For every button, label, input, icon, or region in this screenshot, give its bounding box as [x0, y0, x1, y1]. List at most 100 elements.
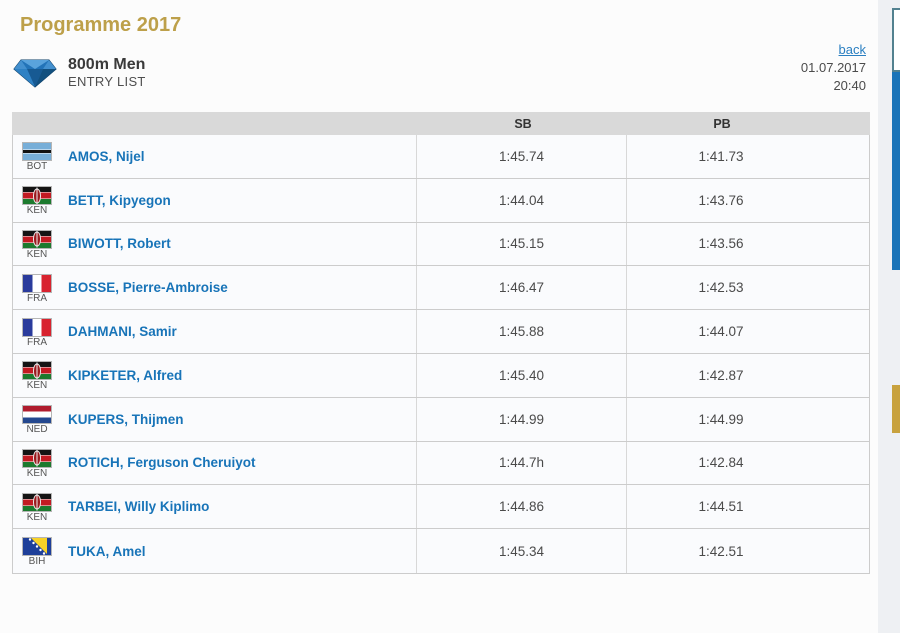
table-row: FRA DAHMANI, Samir 1:45.88 1:44.07 — [13, 310, 869, 354]
diamond-league-diamond-icon — [12, 57, 58, 89]
athlete-name-link[interactable]: KIPKETER, Alfred — [68, 367, 183, 383]
country-code: KEN — [26, 205, 48, 217]
athlete-name-link[interactable]: BIWOTT, Robert — [68, 236, 171, 252]
event-name: 800m Men — [68, 56, 146, 73]
kenya-shield-emblem — [33, 493, 41, 511]
athlete-name-link[interactable]: DAHMANI, Samir — [68, 324, 177, 340]
country-flag-icon — [22, 405, 52, 425]
flag-box: BIH — [21, 537, 53, 568]
table-row: BIH TUKA, Amel 1:45.34 1:42.51 — [13, 529, 869, 573]
pb-value: 1:44.99 — [698, 411, 744, 427]
side-peek-blue-bar — [892, 72, 900, 270]
pb-value: 1:44.51 — [698, 499, 744, 515]
country-code: KEN — [26, 511, 48, 523]
athlete-cell: FRA DAHMANI, Samir — [13, 310, 417, 353]
country-flag-icon — [22, 229, 52, 249]
kenya-shield-emblem — [33, 187, 41, 205]
country-code: KEN — [26, 248, 48, 260]
pb-value: 1:43.76 — [698, 192, 744, 208]
pb-value: 1:44.07 — [698, 324, 744, 340]
back-link[interactable]: back — [838, 42, 866, 57]
country-flag-icon — [22, 317, 52, 337]
column-header-pb: PB — [713, 116, 731, 131]
sb-value: 1:45.40 — [417, 353, 627, 397]
athlete-cell: KEN TARBEI, Willy Kiplimo — [13, 485, 417, 529]
athlete-cell: KEN BIWOTT, Robert — [13, 222, 417, 266]
country-flag-icon — [22, 273, 52, 293]
country-flag-icon — [22, 142, 52, 162]
pb-value: 1:41.73 — [698, 148, 744, 164]
kenya-shield-emblem — [33, 362, 41, 380]
sb-value: 1:45.34 — [417, 529, 627, 573]
pb-value: 1:43.56 — [698, 236, 744, 252]
entry-table-body: BOT AMOS, Nijel 1:45.74 1:41.73 KEN BETT… — [12, 135, 870, 574]
athlete-name-link[interactable]: ROTICH, Ferguson Cheruiyot — [68, 455, 256, 471]
table-row: KEN KIPKETER, Alfred 1:45.40 1:42.87 — [13, 353, 869, 398]
event-time: 20:40 — [833, 78, 866, 93]
sb-value: 1:44.86 — [417, 485, 627, 529]
country-code: FRA — [27, 336, 47, 348]
pb-value: 1:42.84 — [698, 455, 744, 471]
flag-box: KEN — [21, 361, 53, 392]
sb-value: 1:45.88 — [417, 310, 627, 353]
athlete-cell: FRA BOSSE, Pierre-Ambroise — [13, 266, 417, 310]
athlete-cell: BOT AMOS, Nijel — [13, 135, 417, 178]
flag-box: KEN — [21, 229, 53, 261]
country-code: BOT — [26, 161, 48, 173]
table-row: KEN BIWOTT, Robert 1:45.15 1:43.56 — [13, 222, 869, 267]
sb-value: 1:44.7h — [417, 441, 627, 485]
entry-list-table: SB PB BOT AMOS, Nijel 1:45.74 1:41.73 KE… — [12, 112, 870, 574]
event-date: 01.07.2017 — [800, 60, 866, 75]
parent-page-edge-strip — [878, 0, 900, 633]
sb-value: 1:45.15 — [417, 222, 627, 266]
flag-box: KEN — [21, 186, 53, 217]
meta-block: back 01.07.2017 20:40 — [801, 41, 866, 95]
country-code: FRA — [27, 292, 47, 304]
sb-value: 1:44.99 — [417, 397, 627, 441]
event-subtitle: ENTRY LIST — [68, 74, 146, 89]
athlete-cell: NED KUPERS, Thijmen — [13, 397, 417, 441]
kenya-shield-emblem — [33, 230, 41, 248]
side-peek-gold-bar — [892, 385, 900, 433]
country-flag-icon — [22, 537, 52, 557]
table-row: BOT AMOS, Nijel 1:45.74 1:41.73 — [13, 135, 869, 179]
athlete-name-link[interactable]: TARBEI, Willy Kiplimo — [68, 499, 210, 515]
flag-box: FRA — [21, 273, 53, 305]
athlete-cell: KEN ROTICH, Ferguson Cheruiyot — [13, 441, 417, 485]
country-flag-icon — [22, 361, 52, 381]
sb-value: 1:45.74 — [417, 135, 627, 178]
athlete-name-link[interactable]: KUPERS, Thijmen — [68, 411, 184, 427]
country-code: KEN — [26, 380, 48, 392]
sb-value: 1:46.47 — [417, 266, 627, 310]
country-flag-icon — [22, 186, 52, 206]
table-row: KEN ROTICH, Ferguson Cheruiyot 1:44.7h 1… — [13, 441, 869, 486]
country-flag-icon — [22, 492, 52, 512]
flag-box: KEN — [21, 448, 53, 480]
page-title: Programme 2017 — [20, 14, 182, 36]
table-header-row: SB PB — [12, 112, 870, 135]
country-code: BIH — [28, 556, 46, 568]
athlete-cell: BIH TUKA, Amel — [13, 529, 417, 573]
country-code: KEN — [26, 467, 48, 479]
table-row: KEN TARBEI, Willy Kiplimo 1:44.86 1:44.5… — [13, 485, 869, 530]
athlete-cell: KEN KIPKETER, Alfred — [13, 353, 417, 397]
event-header: 800m Men ENTRY LIST — [12, 56, 146, 90]
country-flag-icon — [22, 448, 52, 468]
column-header-sb: SB — [514, 116, 532, 131]
flag-box: NED — [21, 405, 53, 436]
athlete-name-link[interactable]: BOSSE, Pierre-Ambroise — [68, 280, 228, 296]
table-row: KEN BETT, Kipyegon 1:44.04 1:43.76 — [13, 178, 869, 223]
flag-box: BOT — [21, 142, 53, 173]
country-code: NED — [26, 424, 48, 436]
kenya-shield-emblem — [33, 449, 41, 467]
athlete-name-link[interactable]: BETT, Kipyegon — [68, 192, 171, 208]
sb-value: 1:44.04 — [417, 178, 627, 222]
table-row: FRA BOSSE, Pierre-Ambroise 1:46.47 1:42.… — [13, 266, 869, 311]
side-peek-panel — [892, 8, 900, 72]
athlete-name-link[interactable]: AMOS, Nijel — [68, 148, 145, 164]
pb-value: 1:42.51 — [698, 543, 744, 559]
pb-value: 1:42.53 — [698, 280, 744, 296]
athlete-cell: KEN BETT, Kipyegon — [13, 178, 417, 222]
athlete-name-link[interactable]: TUKA, Amel — [68, 543, 146, 559]
